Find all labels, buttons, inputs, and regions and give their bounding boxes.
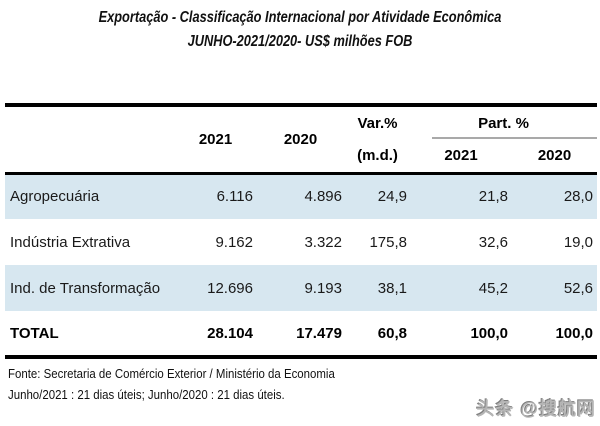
header-row-1: 2021 2020 Var.% Part. %: [5, 105, 598, 175]
cell-2021: 9.162: [215, 233, 253, 251]
header-2020: 2020: [256, 105, 345, 175]
cell-part-2020: 28,0: [563, 188, 594, 206]
cell-label: TOTAL: [10, 324, 59, 342]
cell-part-2020: 100,0: [555, 324, 594, 342]
row-agropecuaria: Agropecuária 6.116 4.896 24,9 21,8 28,0: [5, 173, 598, 219]
table-footnotes: Fonte: Secretaria de Comércio Exterior /…: [8, 363, 600, 405]
cell-label: Indústria Extrativa: [10, 233, 131, 251]
source-note: Fonte: Secretaria de Comércio Exterior /…: [8, 366, 335, 381]
watermark-text: 头条 @搜航网: [476, 399, 596, 419]
header-part-pct-label: Part. %: [478, 114, 529, 132]
export-classification-table: 2021 2020 Var.% Part. % (m.d.) 2021 2020…: [5, 103, 598, 359]
cell-2021: 12.696: [207, 279, 253, 297]
cell-var: 24,9: [377, 188, 407, 206]
header-part-2020: 2020: [512, 139, 598, 175]
table-header: 2021 2020 Var.% Part. % (m.d.) 2021 2020: [5, 105, 598, 175]
cell-part-2020: 19,0: [563, 233, 594, 251]
cell-2021: 6.116: [216, 188, 253, 206]
part-divider-line: [432, 137, 598, 139]
header-part-pct: Part. %: [410, 105, 598, 139]
header-var-md: (m.d.): [345, 139, 410, 175]
table-body: Agropecuária 6.116 4.896 24,9 21,8 28,0 …: [5, 173, 598, 357]
header-2021: 2021: [175, 105, 256, 175]
cell-2021: 28.104: [207, 324, 253, 342]
row-industria-extrativa: Indústria Extrativa 9.162 3.322 175,8 32…: [5, 219, 597, 265]
cell-2020: 4.896: [304, 188, 342, 206]
cell-label: Agropecuária: [10, 188, 100, 206]
cell-label: Ind. de Transformação: [10, 279, 161, 297]
cell-part-2021: 21,8: [478, 188, 508, 206]
row-ind-de-transformacao: Ind. de Transformação 12.696 9.193 38,1 …: [5, 265, 598, 311]
cell-part-2020: 52,6: [563, 279, 594, 297]
header-var-pct: Var.%: [357, 114, 398, 132]
row-total: TOTAL 28.104 17.479 60,8 100,0 100,0: [5, 311, 597, 357]
cell-2020: 17.479: [296, 324, 342, 342]
cell-2020: 9.193: [304, 279, 342, 297]
table-title: Exportação - Classificação Internacional…: [0, 6, 600, 54]
title-line-2: JUNHO-2021/2020- US$ milhões FOB: [187, 33, 413, 50]
header-row-2: (m.d.) 2021 2020: [5, 139, 598, 175]
header-empty-cell: [5, 105, 175, 175]
title-line-1: Exportação - Classificação Internacional…: [98, 9, 502, 26]
cell-2020: 3.322: [304, 233, 342, 251]
working-days-note: Junho/2021 : 21 dias úteis; Junho/2020 :…: [8, 387, 285, 402]
cell-part-2021: 45,2: [478, 279, 508, 297]
cell-var: 175,8: [369, 233, 407, 251]
cell-part-2021: 100,0: [470, 324, 508, 342]
cell-part-2021: 32,6: [478, 233, 508, 251]
header-part-2021: 2021: [410, 139, 512, 175]
cell-var: 38,1: [377, 279, 407, 297]
cell-var: 60,8: [377, 324, 407, 342]
